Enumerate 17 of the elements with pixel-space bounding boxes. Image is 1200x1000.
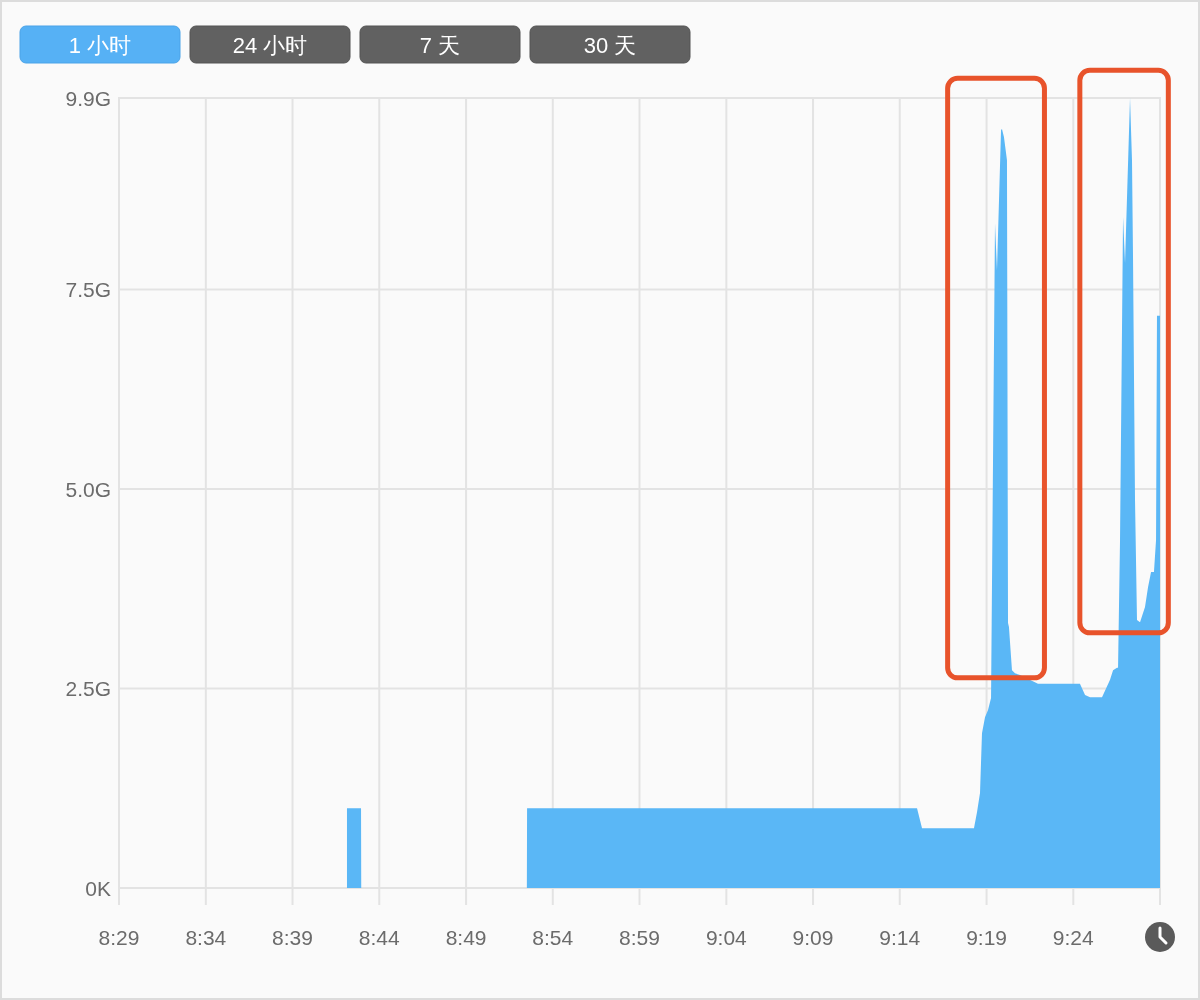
x-tick-label: 8:44: [358, 925, 400, 949]
x-tick-label: 8:34: [185, 925, 227, 949]
x-tick-label: 9:14: [879, 925, 921, 949]
x-tick-label: 9:04: [705, 925, 747, 949]
x-tick-label: 8:39: [272, 925, 313, 949]
y-tick-label: 0K: [85, 876, 111, 900]
x-tick-label: 8:49: [445, 925, 487, 949]
x-tick-label: 9:19: [966, 925, 1007, 949]
x-tick-label: 8:59: [619, 925, 660, 949]
x-tick-label: 8:29: [98, 925, 140, 949]
x-tick-label: 8:54: [532, 925, 574, 949]
x-tick-label: 9:09: [792, 925, 834, 949]
y-tick-label: 9.9G: [65, 86, 111, 110]
y-tick-label: 2.5G: [65, 677, 111, 700]
y-tick-label: 7.5G: [65, 278, 111, 301]
y-tick-label: 5.0G: [65, 477, 111, 501]
x-tick-label: 9:24: [1052, 925, 1094, 949]
